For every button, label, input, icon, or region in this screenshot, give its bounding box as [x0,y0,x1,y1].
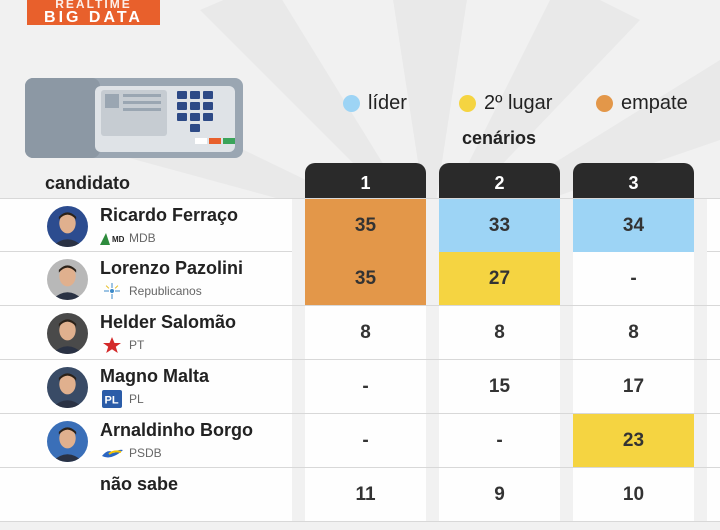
value-cell-scenario-2: 27 [439,252,560,305]
table-row: Magno Malta PL PL - 15 17 [0,360,720,414]
column-gap [560,468,573,521]
legend-dot-segundo [459,95,476,112]
column-gap [560,199,573,252]
value-cell-scenario-1: 35 [305,199,426,252]
brand-logo: REALTIME BIG DATA [27,0,160,26]
legend-label-lider: líder [368,92,407,114]
candidate-photo [45,257,90,302]
column-gap [292,468,305,521]
voting-machine-illustration [25,78,243,158]
value-cell-scenario-2: 8 [494,321,505,343]
candidate-photo [45,311,90,356]
legend-item-empate: empate [596,92,688,115]
legend-dot-lider [343,95,360,112]
party-name: PSDB [129,446,162,460]
column-gap [426,199,439,252]
value-cell-scenario-2: 15 [488,375,511,397]
value-cell-scenario-3: - [630,267,637,289]
candidate-photo [45,365,90,410]
value-cell-scenario-3: 34 [573,199,694,252]
party-label: PSDB [100,444,162,462]
svg-text:PL: PL [105,395,119,407]
table-row: não sabe 11 9 10 [0,468,720,522]
legend-label-segundo: 2º lugar [484,92,553,114]
value-cell-scenario-3: 10 [622,483,645,505]
column-gap [292,414,305,467]
value-cell-scenario-3: 23 [573,414,694,467]
legend-dot-empate [596,95,613,112]
candidate-name: Ricardo Ferraço [100,205,239,225]
value-cell-scenario-1: 8 [360,321,371,343]
column-gap [694,252,707,305]
psdb-icon [100,444,125,462]
table-row: Helder Salomão PT 8 8 8 [0,306,720,360]
column-gap [560,360,573,413]
candidate-name: Helder Salomão [100,312,237,332]
pl-icon: PL [100,390,125,408]
party-name: PT [129,338,145,352]
party-label: MDB MDB [100,229,156,247]
table-row: Lorenzo Pazolini Republicanos 35 27 - [0,252,720,306]
value-cell-scenario-2: 9 [494,483,505,505]
column-gap [426,252,439,305]
column-gap [292,306,305,359]
party-label: PL PL [100,390,144,408]
column-gap [694,306,707,359]
candidate-name: não sabe [100,474,179,494]
party-label: Republicanos [100,282,202,300]
candidate-name: Magno Malta [100,366,210,386]
column-gap [694,360,707,413]
column-gap [694,199,707,252]
value-cell-scenario-1: 11 [355,483,376,505]
candidate-name: Arnaldinho Borgo [100,420,253,440]
column-gap [292,199,305,252]
pt-star-icon [100,336,125,354]
value-cell-scenario-2: - [496,429,503,451]
column-gap [292,360,305,413]
column-gap [292,252,305,305]
party-label: PT [100,336,144,354]
column-gap [560,414,573,467]
party-name: PL [129,392,144,406]
column-gap [560,252,573,305]
value-cell-scenario-1: - [362,429,369,451]
mdb-icon: MDB [100,229,125,247]
scenario-header-3: 3 [573,163,694,198]
column-gap [426,414,439,467]
value-cell-scenario-3: 17 [622,375,645,397]
column-gap [426,360,439,413]
party-name: MDB [129,231,156,245]
svg-text:MDB: MDB [112,235,125,244]
value-cell-scenario-1: - [362,375,369,397]
value-cell-scenario-2: 33 [439,199,560,252]
scenarios-title: cenários [461,128,537,148]
value-cell-scenario-3: 8 [628,321,639,343]
candidate-photo [45,204,90,249]
scenario-header-1: 1 [305,163,426,198]
column-gap [694,414,707,467]
republicanos-icon [100,282,125,300]
value-cell-scenario-1: 35 [305,252,426,305]
candidate-photo [45,419,90,464]
legend-item-segundo: 2º lugar [459,92,552,115]
party-name: Republicanos [129,284,202,298]
legend-label-empate: empate [621,92,688,114]
legend-item-lider: líder [343,92,407,115]
candidate-name: Lorenzo Pazolini [100,258,244,278]
column-gap [426,468,439,521]
candidate-column-header: candidato [45,173,131,193]
column-gap [560,306,573,359]
legend: líder 2º lugar empate [0,92,720,116]
column-gap [426,306,439,359]
table-row: Arnaldinho Borgo PSDB - - 23 [0,414,720,468]
scenario-header-2: 2 [439,163,560,198]
column-gap [694,468,707,521]
